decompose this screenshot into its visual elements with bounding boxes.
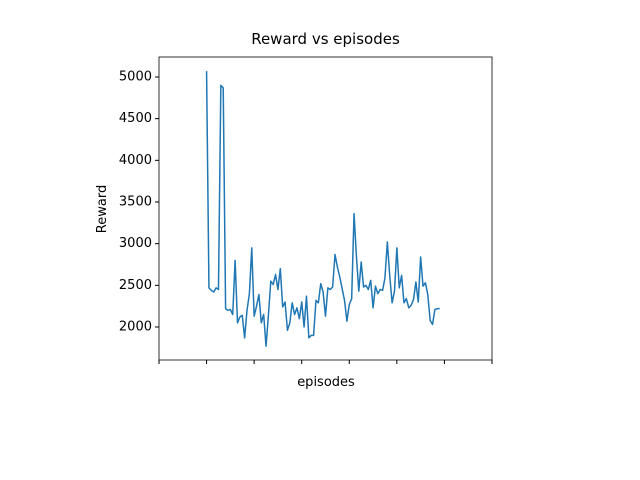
y-tick-label: 3500 xyxy=(119,195,152,210)
y-axis-label: Reward xyxy=(95,185,110,233)
y-tick-label: 3000 xyxy=(119,236,152,251)
y-tick-label: 5000 xyxy=(119,70,152,85)
y-tick-label: 4500 xyxy=(119,111,152,126)
y-tick-label: 4000 xyxy=(119,153,152,168)
chart-title: Reward vs episodes xyxy=(251,30,400,48)
y-tick-label: 2500 xyxy=(119,278,152,293)
plot-frame xyxy=(158,56,493,361)
x-axis-label: episodes xyxy=(297,375,355,390)
data-line xyxy=(205,71,440,347)
y-tick-label: 2000 xyxy=(119,320,152,335)
